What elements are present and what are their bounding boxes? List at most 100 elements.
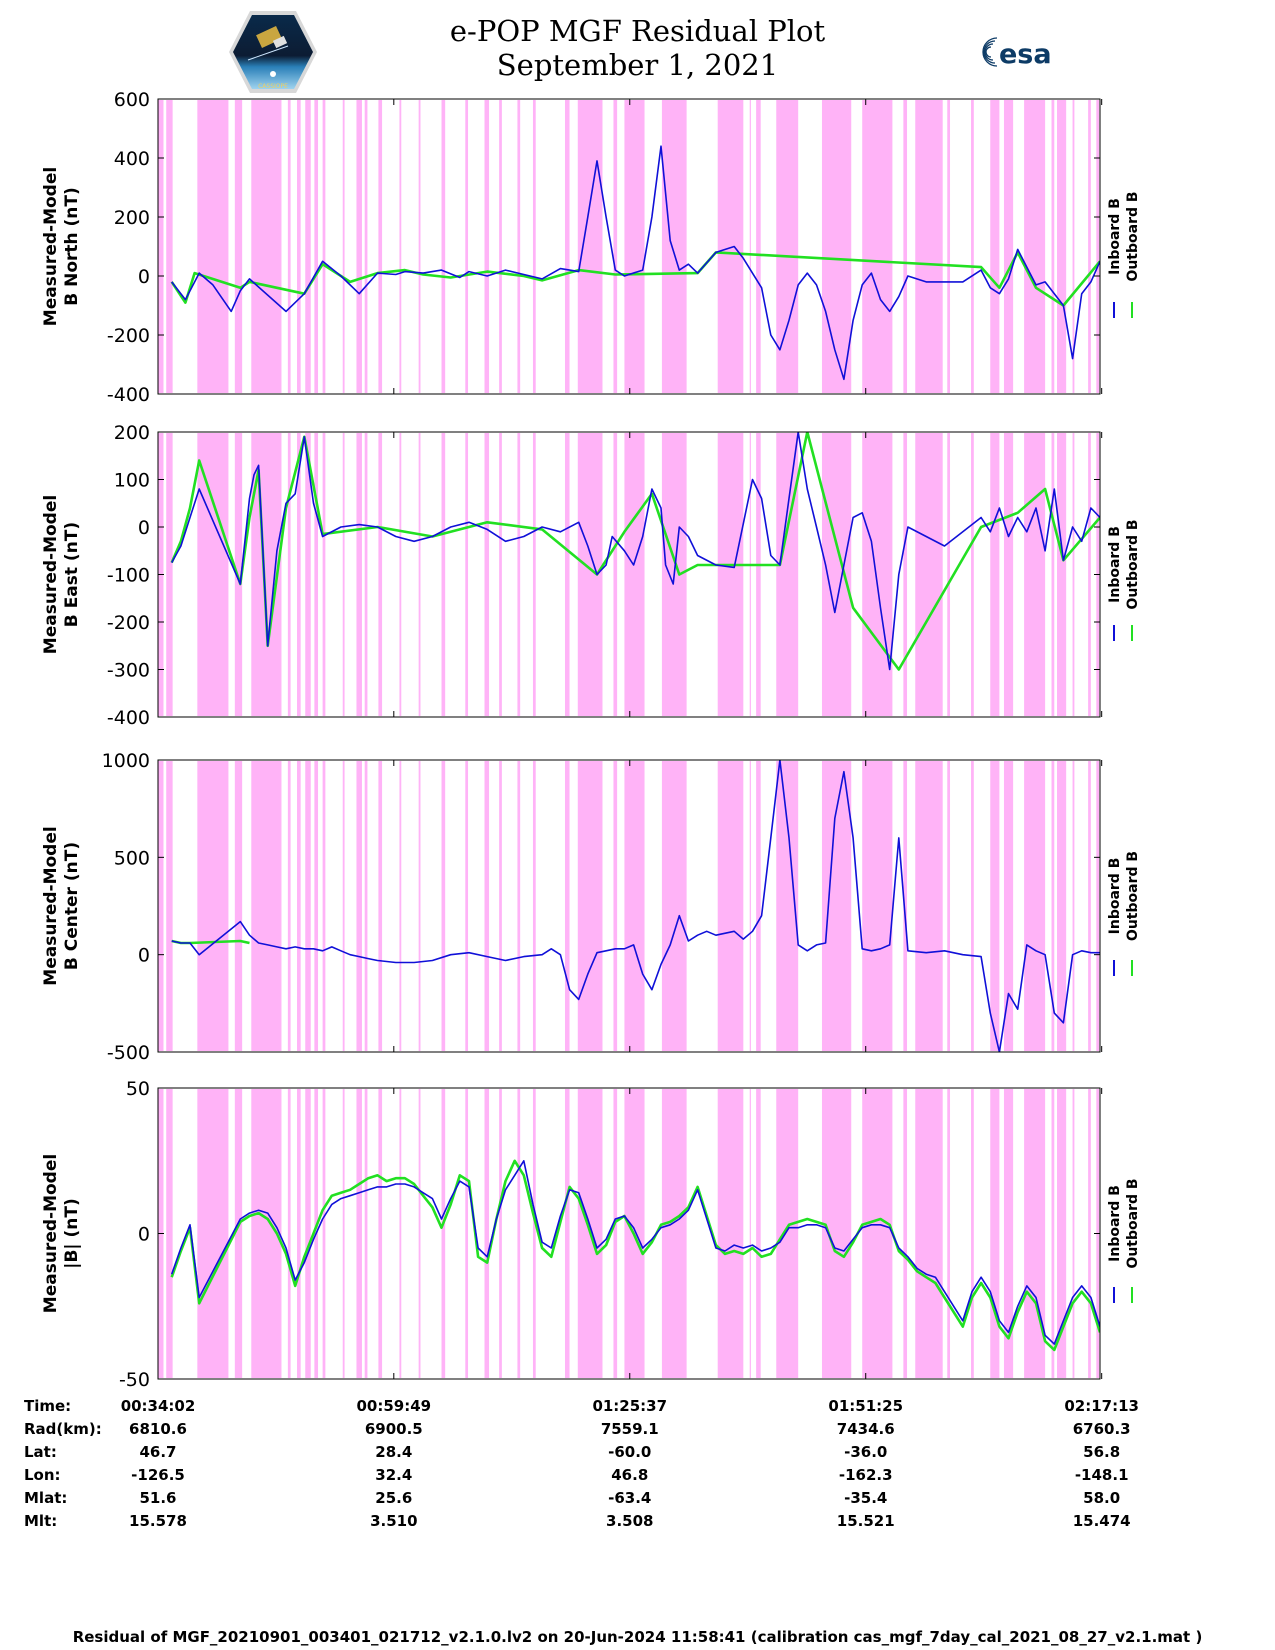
info-cell: 6810.6	[129, 1420, 187, 1438]
series-inboard-line	[171, 145, 1100, 381]
shaded-interval	[364, 433, 368, 716]
shaded-interval	[1088, 1089, 1091, 1378]
shaded-interval	[197, 433, 229, 716]
esa-logo: esa	[982, 37, 1052, 70]
series-outboard-line	[170, 1159, 1100, 1352]
shaded-interval	[1057, 433, 1067, 716]
y-tick-label: 50	[126, 1078, 150, 1100]
legend-labels: Inboard B Outboard B	[1107, 851, 1141, 941]
shaded-interval	[399, 433, 402, 716]
shaded-interval	[862, 433, 893, 716]
shaded-interval	[465, 1089, 469, 1378]
y-tick-label: 0	[138, 945, 150, 967]
shaded-interval	[613, 433, 618, 716]
orbit-info-table: Time: Rad(km): Lat: Lon: Mlat: Mlt: 00:34:02 68…	[24, 1397, 1139, 1530]
shaded-interval	[465, 433, 469, 716]
shaded-interval	[613, 761, 618, 1051]
shaded-interval	[197, 761, 229, 1051]
shaded-interval	[297, 761, 301, 1051]
info-cell: 01:51:25	[828, 1397, 903, 1415]
shaded-interval	[517, 433, 521, 716]
shaded-interval	[158, 100, 164, 393]
shaded-interval	[971, 433, 974, 716]
shaded-interval	[378, 100, 383, 393]
shaded-interval	[1003, 761, 1014, 1051]
shaded-interval	[624, 761, 645, 1051]
shaded-interval	[776, 433, 799, 716]
shaded-interval	[517, 1089, 521, 1378]
shaded-interval	[862, 761, 893, 1051]
info-row-label: Rad(km):	[24, 1420, 102, 1438]
axes-frame	[157, 759, 1101, 1053]
info-cell: 01:25:37	[592, 1397, 667, 1415]
info-cell: 02:17:13	[1064, 1397, 1139, 1415]
shaded-interval	[903, 1089, 908, 1378]
shaded-interval	[821, 100, 852, 393]
shaded-interval	[756, 761, 761, 1051]
shaded-interval	[776, 761, 799, 1051]
y-axis-label-line2: |B| (nT)	[62, 1198, 82, 1269]
info-cell: 51.6	[139, 1489, 176, 1507]
y-tick-label: -400	[107, 707, 150, 729]
title-line-1: e-POP MGF Residual Plot	[449, 14, 826, 48]
series-outboard-line	[170, 251, 1100, 307]
y-tick-label: 0	[138, 1224, 150, 1246]
shaded-interval	[1057, 100, 1067, 393]
shaded-interval	[314, 433, 319, 716]
shaded-interval	[756, 433, 761, 716]
shaded-interval	[717, 761, 744, 1051]
shaded-interval	[749, 1089, 751, 1378]
info-cell: -60.0	[608, 1443, 651, 1461]
shaded-interval	[356, 761, 362, 1051]
shaded-interval	[378, 433, 383, 716]
y-axis-label-line1: Measured-Model	[41, 1154, 61, 1313]
info-cell: 15.521	[837, 1512, 895, 1530]
shaded-interval	[342, 433, 345, 716]
shaded-interval	[305, 433, 311, 716]
y-axis-label: Measured-ModelB East (nT)	[41, 495, 82, 654]
legend-inboard-label: Inboard B	[1107, 526, 1123, 603]
y-tick-label: 0	[138, 266, 150, 288]
shaded-interval	[517, 761, 521, 1051]
shaded-interval	[661, 761, 687, 1051]
info-cell: -36.0	[844, 1443, 887, 1461]
shaded-interval	[661, 100, 687, 393]
info-cell: -35.4	[844, 1489, 887, 1507]
info-cell: 3.510	[370, 1512, 417, 1530]
shaded-interval	[717, 1089, 744, 1378]
shaded-interval	[364, 100, 368, 393]
y-tick-label: -400	[107, 384, 150, 406]
shaded-interval	[287, 433, 291, 716]
panel-b-east: -400 -300 -200 -100 0 100 200 Measured-ModelB E…	[41, 422, 1141, 729]
info-row-label: Time:	[24, 1397, 71, 1415]
shaded-interval	[197, 100, 229, 393]
shaded-interval	[862, 1089, 893, 1378]
shaded-interval	[418, 100, 421, 393]
shaded-interval	[1003, 433, 1014, 716]
shaded-interval	[399, 100, 402, 393]
shaded-interval	[166, 433, 173, 716]
info-cell: -126.5	[131, 1466, 185, 1484]
shaded-interval	[166, 100, 173, 393]
shaded-interval	[613, 1089, 618, 1378]
info-cell: -63.4	[608, 1489, 651, 1507]
shaded-interval	[356, 433, 362, 716]
y-tick-label: -500	[107, 1042, 150, 1064]
y-tick-label: 200	[114, 422, 150, 444]
shaded-interval	[342, 1089, 345, 1378]
shaded-interval	[499, 433, 502, 716]
shaded-interval	[1072, 1089, 1075, 1378]
axes-frame	[157, 98, 1101, 395]
info-cell: 7559.1	[601, 1420, 659, 1438]
shaded-interval	[1003, 1089, 1014, 1378]
info-cell: 25.6	[375, 1489, 412, 1507]
shaded-interval	[158, 761, 164, 1051]
shaded-interval	[305, 1089, 311, 1378]
shaded-interval	[903, 433, 908, 716]
shaded-interval	[342, 100, 345, 393]
shaded-interval	[1051, 100, 1055, 393]
shaded-interval	[1072, 761, 1075, 1051]
shaded-interval	[947, 100, 951, 393]
series-outboard-line	[170, 432, 1100, 671]
y-tick-label: 500	[114, 847, 150, 869]
